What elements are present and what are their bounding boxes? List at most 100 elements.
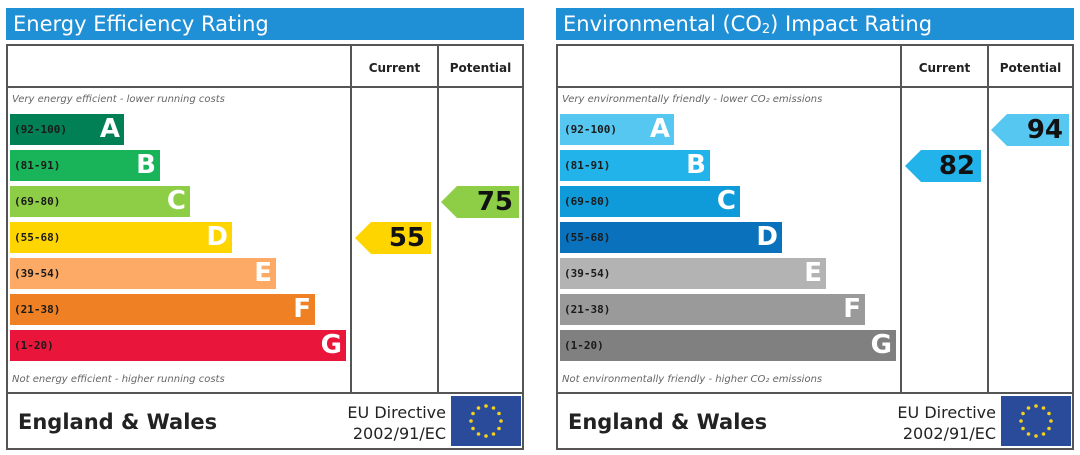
env-directive-line1: EU Directive (897, 403, 996, 422)
eu-star (484, 404, 488, 408)
energy-potential-header: Potential (449, 61, 512, 75)
energy-potential-value: 75 (476, 187, 513, 217)
band-letter: A (99, 114, 120, 144)
band-range-label: (92-100) (14, 123, 67, 136)
eu-star (497, 411, 501, 416)
eu-star (1019, 419, 1023, 423)
band-letter: F (843, 294, 861, 324)
band-letter: A (649, 114, 670, 144)
env-footer-divider (558, 392, 1072, 394)
eu-star (1034, 404, 1038, 408)
energy-header-divider (8, 86, 522, 88)
marker-shape (355, 222, 431, 254)
env-potential-arrow (991, 114, 1069, 146)
rating-band-f: (21-38) F (560, 294, 865, 325)
energy-rating-bands: (92-100) A (81-91) B (69-80) C (55-68) D (39-54)… (10, 46, 350, 394)
band-range-label: (1-20) (14, 339, 54, 352)
eu-star (484, 434, 488, 438)
env-current-arrow (905, 150, 981, 182)
energy-potential-marker: 75 (441, 186, 519, 218)
eu-star (1026, 432, 1031, 436)
band-range-label: (69-80) (564, 195, 611, 208)
rating-band-d: (55-68) D (10, 222, 232, 253)
rating-band-c: (69-80) C (10, 186, 190, 217)
band-letter: D (756, 222, 778, 252)
marker-shape (441, 186, 519, 218)
band-range-label: (55-68) (564, 231, 611, 244)
rating-band-c: (69-80) C (560, 186, 740, 217)
rating-band-b: (81-91) B (10, 150, 160, 181)
eu-star (471, 426, 475, 431)
energy-region-label: England & Wales (18, 410, 218, 434)
energy-directive-line1: EU Directive (347, 403, 446, 422)
energy-divider-current (350, 46, 352, 394)
band-letter: B (686, 150, 706, 180)
eu-star (1049, 419, 1053, 423)
env-potential-marker: 94 (991, 114, 1069, 146)
band-range-label: (81-91) (14, 159, 61, 172)
env-divider-current (900, 46, 902, 394)
eu-star (1021, 411, 1025, 416)
energy-bottom-label: Not energy efficient - higher running co… (12, 374, 225, 385)
energy-current-value: 55 (388, 223, 425, 253)
band-range-label: (21-38) (14, 303, 61, 316)
band-letter: F (293, 294, 311, 324)
band-range-label: (92-100) (564, 123, 617, 136)
band-letter: G (870, 330, 892, 360)
env-region-label: England & Wales (568, 410, 768, 434)
rating-band-b: (81-91) B (560, 150, 710, 181)
env-potential-header: Potential (999, 61, 1062, 75)
eu-star (469, 419, 473, 423)
band-range-label: (39-54) (564, 267, 611, 280)
rating-band-g: (1-20) G (560, 330, 896, 361)
env-current-marker: 82 (905, 150, 981, 182)
rating-band-a: (92-100) A (10, 114, 124, 145)
env-panel-title: Environmental (CO2) Impact Rating (556, 8, 1074, 40)
energy-efficiency-panel: Energy Efficiency Rating Current Potenti… (6, 8, 524, 450)
energy-potential-arrow (441, 186, 519, 218)
band-letter: D (206, 222, 228, 252)
env-potential-value: 94 (1026, 115, 1063, 145)
energy-current-marker: 55 (355, 222, 431, 254)
energy-directive: EU Directive 2002/91/EC (308, 402, 446, 444)
eu-star (1047, 411, 1051, 416)
band-range-label: (39-54) (14, 267, 61, 280)
band-range-label: (81-91) (564, 159, 611, 172)
eu-star (499, 419, 503, 423)
eu-star (1041, 406, 1046, 410)
marker-shape (991, 114, 1069, 146)
eu-flag-icon (1001, 396, 1071, 446)
env-header-divider (558, 86, 1072, 88)
band-letter: E (804, 258, 822, 288)
band-range-label: (69-80) (14, 195, 61, 208)
rating-band-e: (39-54) E (10, 258, 276, 289)
env-current-value: 82 (938, 151, 975, 181)
eu-star (476, 406, 481, 410)
eu-star (1041, 432, 1046, 436)
rating-band-g: (1-20) G (10, 330, 346, 361)
eu-star (491, 406, 496, 410)
band-letter: C (716, 186, 736, 216)
env-divider-potential (987, 46, 989, 394)
env-title-sub: 2 (761, 22, 771, 37)
env-chart-frame: Current Potential Very environmentally f… (556, 44, 1074, 450)
env-directive: EU Directive 2002/91/EC (858, 402, 996, 444)
environmental-impact-panel: Environmental (CO2) Impact Rating Curren… (556, 8, 1074, 450)
energy-directive-line2: 2002/91/EC (352, 424, 446, 443)
energy-top-label: Very energy efficient - lower running co… (12, 94, 225, 105)
rating-band-d: (55-68) D (560, 222, 782, 253)
band-letter: G (320, 330, 342, 360)
env-title-start: Environmental (CO (563, 12, 762, 36)
eu-flag-icon (451, 396, 521, 446)
marker-shape (905, 150, 981, 182)
energy-chart-frame: Current Potential Very energy efficient … (6, 44, 524, 450)
rating-band-e: (39-54) E (560, 258, 826, 289)
rating-band-a: (92-100) A (560, 114, 674, 145)
eu-star (476, 432, 481, 436)
band-letter: E (254, 258, 272, 288)
env-bottom-label: Not environmentally friendly - higher CO… (562, 374, 823, 385)
eu-star (1026, 406, 1031, 410)
energy-current-arrow (355, 222, 431, 254)
energy-panel-title: Energy Efficiency Rating (6, 8, 524, 40)
env-rating-bands: (92-100) A (81-91) B (69-80) C (55-68) D (39-54)… (560, 46, 900, 394)
